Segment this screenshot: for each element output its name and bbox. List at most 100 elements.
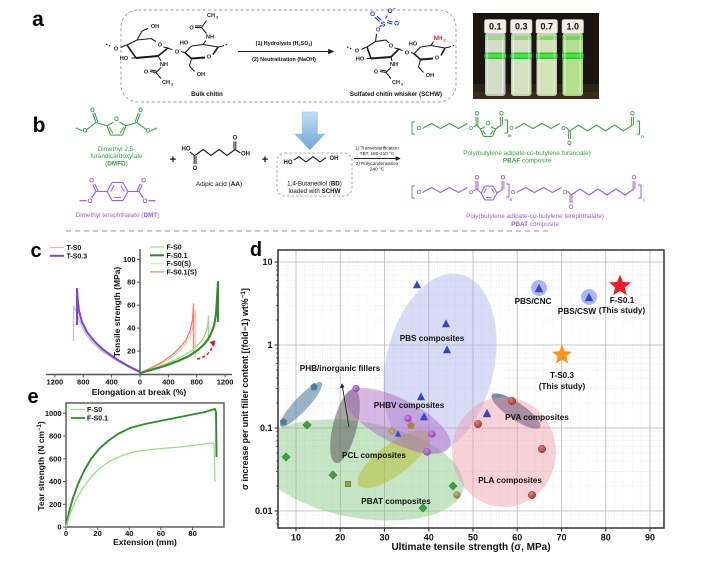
svg-text:O: O [486, 122, 491, 128]
svg-text:1) Transesterification: 1) Transesterification [355, 146, 399, 151]
svg-text:80: 80 [601, 533, 611, 543]
svg-text:0: 0 [64, 529, 68, 538]
svg-text:O: O [83, 128, 88, 134]
svg-text:Poly(butylene adipate-co-butyl: Poly(butylene adipate-co-butylene furano… [463, 150, 591, 157]
svg-text:O: O [158, 43, 163, 49]
svg-text:200: 200 [49, 500, 62, 509]
svg-text:T-S0.3: T-S0.3 [550, 371, 575, 380]
svg-text:Bulk chitin: Bulk chitin [191, 91, 223, 98]
svg-text:(DMFD): (DMFD) [105, 161, 128, 168]
svg-text:c: c [30, 240, 41, 262]
svg-text:O: O [499, 112, 504, 118]
svg-text:F-S0: F-S0 [167, 245, 182, 252]
svg-text:Dimethyl 2,5-: Dimethyl 2,5- [98, 146, 136, 153]
svg-text:1: 1 [267, 340, 272, 350]
svg-text:70: 70 [556, 533, 566, 543]
svg-text:O: O [569, 205, 574, 211]
svg-text:20: 20 [127, 347, 135, 356]
svg-text:60: 60 [512, 533, 522, 543]
svg-text:1200: 1200 [217, 378, 234, 387]
svg-text:60: 60 [127, 301, 135, 310]
svg-text:100: 100 [123, 255, 136, 264]
svg-text:(1) Hydrolysis (H2SO4): (1) Hydrolysis (H2SO4) [256, 41, 313, 47]
svg-text:O: O [114, 117, 119, 123]
svg-text:30: 30 [379, 533, 389, 543]
svg-text:O: O [632, 176, 637, 182]
svg-text:O: O [374, 70, 379, 76]
svg-text:50: 50 [468, 533, 478, 543]
svg-text:400: 400 [162, 378, 175, 387]
svg-text:Tear strength (N cm−1): Tear strength (N cm−1) [36, 421, 46, 511]
svg-text:1200: 1200 [47, 378, 64, 387]
svg-text:PBS/CNC: PBS/CNC [515, 297, 552, 306]
svg-text:3: 3 [401, 83, 403, 87]
svg-text:OH: OH [151, 24, 159, 30]
svg-text:PBAT composites: PBAT composites [361, 497, 431, 506]
svg-text:PBS/CSW: PBS/CSW [558, 307, 596, 316]
svg-text:TBT, 180-210 °C: TBT, 180-210 °C [360, 151, 395, 156]
svg-text:O: O [146, 128, 151, 134]
svg-text:+: + [170, 154, 176, 166]
svg-text:e: e [27, 386, 38, 408]
svg-text:2) Polycondensation: 2) Polycondensation [356, 161, 399, 166]
svg-text:0.01: 0.01 [255, 506, 273, 516]
svg-text:l: l [643, 198, 644, 203]
svg-text:O: O [469, 190, 474, 196]
svg-text:80: 80 [188, 529, 196, 538]
svg-text:HO: HO [182, 147, 191, 153]
svg-text:O: O [142, 198, 147, 205]
svg-text:NH: NH [160, 62, 168, 68]
svg-text:O: O [370, 11, 375, 18]
svg-text:F-S0.1(S): F-S0.1(S) [167, 269, 197, 276]
svg-text:400: 400 [49, 477, 62, 486]
svg-text:O: O [141, 178, 146, 185]
svg-text:O: O [387, 8, 392, 15]
svg-text:O: O [475, 176, 480, 182]
svg-text:PHBV composites: PHBV composites [374, 401, 445, 410]
svg-text:O: O [563, 190, 568, 196]
svg-text:O: O [89, 178, 94, 185]
svg-text:O: O [405, 51, 410, 57]
svg-text:n: n [641, 134, 644, 139]
svg-text:PHB/inorganic fillers: PHB/inorganic fillers [300, 364, 381, 373]
svg-text:F-S0: F-S0 [87, 407, 102, 414]
svg-text:40: 40 [127, 324, 135, 333]
svg-text:O: O [509, 126, 514, 132]
svg-text:O: O [233, 136, 238, 142]
svg-text:PCL composites: PCL composites [342, 451, 406, 460]
svg-text:10: 10 [262, 257, 272, 267]
svg-text:PVA composites: PVA composites [505, 413, 569, 422]
svg-text:O: O [561, 126, 566, 132]
svg-text:10: 10 [291, 533, 301, 543]
svg-text:NH: NH [206, 35, 214, 41]
svg-text:O: O [87, 198, 92, 205]
svg-text:20: 20 [335, 533, 345, 543]
svg-text:240 °C: 240 °C [370, 167, 385, 172]
svg-text:O: O [114, 47, 119, 53]
svg-text:PBS composites: PBS composites [400, 334, 465, 343]
svg-text:F-S0.1: F-S0.1 [167, 253, 188, 260]
svg-text:a: a [32, 8, 44, 31]
svg-text:NH: NH [390, 62, 398, 68]
svg-text:O: O [435, 56, 440, 62]
svg-text:OH: OH [426, 73, 434, 79]
svg-text:800: 800 [190, 378, 203, 387]
svg-text:O: O [630, 112, 635, 118]
svg-text:F-S0.1: F-S0.1 [87, 416, 108, 423]
svg-text:(This study): (This study) [539, 382, 586, 391]
svg-text:O: O [193, 166, 198, 172]
svg-text:O: O [144, 70, 149, 76]
svg-text:40: 40 [125, 529, 133, 538]
svg-text:NH: NH [434, 36, 443, 42]
svg-text:F-S0.1: F-S0.1 [610, 296, 635, 305]
svg-text:T-S0.3: T-S0.3 [67, 253, 88, 260]
svg-text:loaded with SCHW: loaded with SCHW [289, 188, 341, 195]
svg-text:1,4-Butanediol (BD): 1,4-Butanediol (BD) [287, 180, 342, 187]
svg-text:(2) Neutralization (NaOH): (2) Neutralization (NaOH) [252, 57, 316, 63]
svg-text:90: 90 [645, 533, 655, 543]
svg-text:0.3: 0.3 [515, 22, 528, 32]
svg-text:furandicarboxylate: furandicarboxylate [90, 153, 143, 160]
svg-text:60: 60 [157, 529, 165, 538]
svg-text:OH: OH [197, 72, 205, 78]
svg-text:F-S0(S): F-S0(S) [167, 261, 192, 268]
